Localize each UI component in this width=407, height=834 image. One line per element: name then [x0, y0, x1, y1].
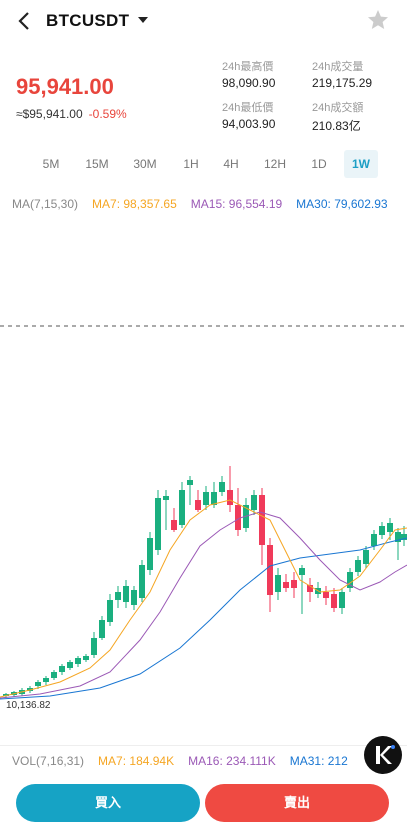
vol-ma7: MA7: 184.94K	[98, 754, 175, 768]
candle-body	[219, 482, 225, 492]
candle-body	[299, 568, 305, 575]
candle-body	[283, 582, 289, 588]
candle-body	[51, 672, 57, 678]
stat-24h-high: 24h最高價 98,090.90	[222, 58, 275, 90]
candle-body	[139, 565, 145, 598]
stat-24h-low: 24h最低價 94,003.90	[222, 99, 275, 131]
candle-body	[115, 592, 121, 600]
ma7-value: MA7: 98,357.65	[92, 197, 177, 211]
candle-body	[339, 592, 345, 608]
candle-body	[379, 526, 385, 535]
candle-body	[355, 560, 361, 572]
candle-body	[99, 620, 105, 638]
stat-label: 24h成交量	[312, 61, 364, 73]
candle-body	[291, 580, 297, 588]
candle-body	[179, 490, 185, 525]
candle-body	[371, 534, 377, 546]
stat-label: 24h最低價	[222, 102, 274, 114]
ma30-value: MA30: 79,602.93	[296, 197, 388, 211]
tab-30m[interactable]: 30M	[133, 157, 157, 171]
candle-body	[227, 490, 233, 505]
header-bar: BTCUSDT	[0, 0, 407, 44]
candle-body	[155, 498, 161, 550]
ma-label: MA(7,15,30)	[12, 197, 79, 211]
tab-4h[interactable]: 4H	[223, 157, 239, 171]
candle-body	[275, 575, 281, 592]
candle-body	[267, 545, 273, 595]
candle-body	[387, 523, 393, 532]
candle-body	[123, 586, 129, 602]
back-arrow-icon[interactable]	[14, 10, 36, 32]
tab-12h[interactable]: 12H	[263, 157, 286, 171]
buy-button[interactable]: 買入	[16, 784, 200, 822]
stat-value: 94,003.90	[222, 117, 276, 131]
last-price: 95,941.00	[16, 74, 114, 99]
candle-body	[43, 678, 49, 682]
volume-legend: VOL(7,16,31) MA7: 184.94K MA16: 234.111K MA…	[12, 754, 362, 768]
candle-body	[59, 666, 65, 672]
candle-body	[363, 550, 369, 564]
tab-5m[interactable]: 5M	[42, 157, 60, 171]
candle-body	[187, 480, 193, 485]
usd-approx: ≈$95,941.00	[16, 107, 83, 121]
candle-body	[323, 592, 329, 598]
stat-24h-volume: 24h成交量 219,175.29	[312, 58, 372, 90]
vol-ma31: MA31: 212	[289, 754, 348, 768]
interval-tabs: 5M 15M 30M 1H 4H 12H 1D 1W	[0, 150, 407, 180]
ma30-line	[0, 537, 407, 700]
ma15-line	[0, 511, 407, 699]
candle-body	[171, 520, 177, 530]
candle-body	[395, 532, 401, 542]
tab-1w[interactable]: 1W	[344, 150, 378, 178]
tab-15m[interactable]: 15M	[85, 157, 109, 171]
candle-body	[347, 572, 353, 588]
stat-label: 24h成交額	[312, 102, 364, 114]
candle-body	[131, 590, 137, 605]
candle-body	[235, 505, 241, 530]
ma-legend: MA(7,15,30) MA7: 98,357.65 MA15: 96,554.19…	[12, 197, 402, 211]
candle-body	[35, 682, 41, 686]
candle-body	[107, 600, 113, 622]
candle-body	[195, 500, 201, 510]
candles-group	[3, 466, 407, 698]
vol-label: VOL(7,16,31)	[12, 754, 85, 768]
price-sub: ≈$95,941.00 -0.59%	[16, 107, 127, 121]
stat-value: 219,175.29	[312, 76, 373, 90]
candle-body	[211, 492, 217, 505]
candle-body	[251, 495, 257, 510]
ma7-line	[0, 499, 407, 698]
candle-body	[401, 534, 407, 540]
candle-body	[147, 538, 153, 570]
sell-button[interactable]: 賣出	[205, 784, 389, 822]
k-logo-button[interactable]	[364, 736, 402, 774]
tab-1d[interactable]: 1D	[311, 157, 327, 171]
vol-ma16: MA16: 234.111K	[188, 754, 276, 768]
change-percent: -0.59%	[88, 107, 127, 121]
candle-body	[75, 658, 81, 664]
caret-down-icon[interactable]	[137, 14, 149, 26]
stat-value: 210.83亿	[312, 119, 361, 133]
trading-pair-title[interactable]: BTCUSDT	[46, 11, 130, 30]
divider	[0, 745, 407, 746]
candle-body	[331, 594, 337, 608]
stat-value: 98,090.90	[222, 76, 276, 90]
candle-body	[259, 495, 265, 545]
candle-body	[83, 656, 89, 660]
k-logo-icon	[376, 745, 395, 764]
candle-body	[307, 585, 313, 592]
candle-body	[67, 662, 73, 668]
tab-1h[interactable]: 1H	[183, 157, 199, 171]
candle-body	[203, 492, 209, 505]
candlestick-chart[interactable]: 10,136.82	[0, 220, 407, 740]
candle-body	[91, 638, 97, 655]
stat-24h-turnover: 24h成交額 210.83亿	[312, 99, 363, 134]
candle-body	[163, 496, 169, 500]
favorite-star-icon[interactable]	[366, 8, 390, 32]
ma15-value: MA15: 96,554.19	[190, 197, 283, 211]
stat-label: 24h最高價	[222, 61, 274, 73]
min-price-label: 10,136.82	[6, 700, 51, 711]
candle-body	[3, 694, 9, 696]
